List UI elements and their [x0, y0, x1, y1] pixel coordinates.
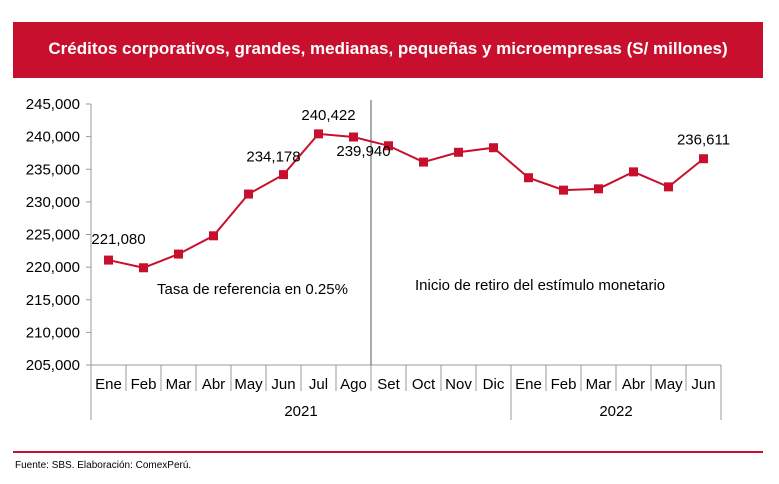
x-tick-label: Jul — [309, 376, 328, 393]
data-label: 239,940 — [336, 143, 390, 160]
data-point — [419, 157, 428, 167]
x-tick-label: Dic — [483, 376, 505, 393]
y-tick-label: 220,000 — [26, 259, 80, 276]
x-tick-label: Ene — [95, 376, 122, 393]
data-point — [664, 182, 673, 192]
x-tick-label: May — [654, 376, 683, 393]
y-tick-label: 245,000 — [26, 96, 80, 113]
x-tick-label: Abr — [622, 376, 645, 393]
y-tick-label: 240,000 — [26, 129, 80, 146]
data-point — [244, 189, 253, 199]
y-tick-label: 215,000 — [26, 292, 80, 309]
x-tick-label: Mar — [166, 376, 192, 393]
x-tick-label: Mar — [586, 376, 612, 393]
title-bar: Créditos corporativos, grandes, medianas… — [13, 22, 763, 78]
data-label: 236,611 — [677, 132, 730, 149]
year-label: 2021 — [284, 403, 317, 420]
data-point — [629, 167, 638, 177]
data-label: 221,080 — [91, 231, 145, 248]
data-point — [174, 249, 183, 259]
data-point — [139, 263, 148, 273]
x-tick-label: Jun — [271, 376, 295, 393]
annotation-left: Tasa de referencia en 0.25% — [157, 281, 348, 298]
data-point — [209, 231, 218, 241]
data-point — [349, 132, 358, 142]
chart-title: Créditos corporativos, grandes, medianas… — [48, 39, 728, 58]
x-tick-label: Ago — [340, 376, 367, 393]
data-point — [384, 141, 393, 151]
data-point — [699, 154, 708, 164]
data-label: 240,422 — [301, 107, 355, 124]
x-tick-label: Set — [377, 376, 400, 393]
data-point — [524, 173, 533, 183]
data-point — [454, 147, 463, 157]
data-point — [314, 129, 323, 139]
x-tick-label: Abr — [202, 376, 225, 393]
bottom-rule — [13, 451, 763, 453]
y-tick-label: 235,000 — [26, 161, 80, 178]
y-tick-label: 210,000 — [26, 324, 80, 341]
data-point — [594, 184, 603, 194]
source-note: Fuente: SBS. Elaboración: ComexPerú. — [15, 460, 192, 471]
series-line — [108, 132, 705, 269]
data-label: 234,178 — [246, 149, 300, 166]
y-tick-label: 230,000 — [26, 194, 80, 211]
data-point — [489, 143, 498, 153]
y-tick-label: 225,000 — [26, 227, 80, 244]
data-point — [559, 185, 568, 195]
y-tick-label: 205,000 — [26, 357, 80, 374]
x-tick-label: Feb — [551, 376, 577, 393]
x-tick-label: Nov — [445, 376, 472, 393]
x-tick-label: Jun — [691, 376, 715, 393]
x-tick-label: Ene — [515, 376, 542, 393]
line-chart: 205,000 210,000 215,000 220,000 225,000 230,0… — [26, 96, 730, 420]
x-tick-label: May — [234, 376, 263, 393]
data-point — [279, 170, 288, 180]
annotation-right: Inicio de retiro del estímulo monetario — [415, 277, 665, 294]
x-tick-label: Oct — [412, 376, 436, 393]
year-label: 2022 — [599, 403, 632, 420]
x-tick-label: Feb — [131, 376, 157, 393]
data-point — [104, 255, 113, 265]
